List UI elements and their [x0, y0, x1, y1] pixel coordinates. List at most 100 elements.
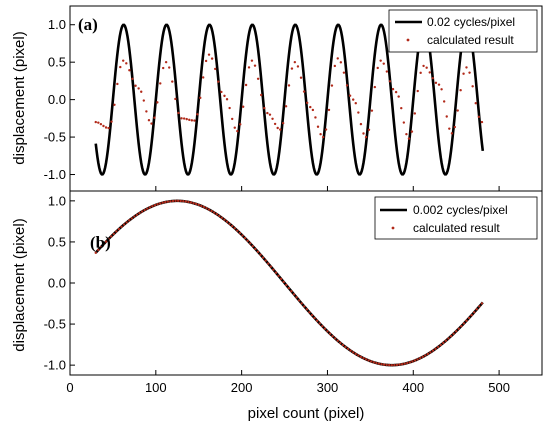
- series-dot-a: [150, 122, 153, 125]
- x-tick-label: 400: [402, 380, 424, 395]
- series-dot-b: [207, 208, 211, 211]
- series-dot-a: [281, 121, 285, 125]
- panel-b-legend: 0.002 cycles/pixel calculated result: [374, 196, 538, 240]
- series-dot-b: [336, 339, 339, 342]
- series-dot-a: [362, 132, 365, 135]
- series-dot-b: [115, 230, 118, 233]
- series-dot-a: [453, 125, 457, 129]
- panel-a-legend-label-1: calculated result: [427, 33, 514, 47]
- series-dot-a: [302, 90, 306, 93]
- series-dot-b: [398, 363, 401, 366]
- series-dot-b: [122, 223, 126, 226]
- series-dot-b: [447, 337, 450, 340]
- panel-b-legend-label-1: calculated result: [413, 221, 500, 235]
- series-dot-b: [416, 358, 419, 361]
- series-dot-b: [370, 360, 373, 363]
- series-dot-a: [99, 122, 103, 126]
- series-dot-a: [168, 66, 171, 69]
- series-dot-a: [223, 94, 226, 98]
- series-dot-b: [153, 204, 157, 207]
- series-dot-b: [305, 308, 309, 311]
- series-dot-b: [264, 259, 267, 262]
- series-dot-b: [192, 201, 195, 205]
- series-dot-a: [397, 95, 400, 98]
- series-dot-b: [341, 343, 345, 347]
- series-dot-b: [473, 311, 476, 314]
- series-dot-a: [385, 70, 389, 73]
- panel-b-y-ticks: -1.0 -0.5 0.0 0.5 1.0: [44, 193, 75, 373]
- panel-a-y-axis-title: displacement (pixel): [11, 31, 28, 164]
- series-dot-b: [426, 352, 430, 356]
- series-dot-a: [190, 119, 194, 122]
- series-dot-b: [200, 204, 203, 208]
- panel-a-label: (a): [78, 15, 98, 34]
- series-dot-b: [218, 214, 221, 218]
- y-tick-label: -0.5: [44, 317, 66, 332]
- y-tick-label: 1.0: [48, 17, 66, 32]
- series-dot-b: [295, 296, 298, 299]
- series-dot-a: [405, 132, 408, 136]
- series-dot-a: [293, 60, 297, 64]
- series-dot-a: [448, 127, 451, 130]
- series-dot-a: [324, 128, 328, 131]
- series-dot-a: [364, 135, 368, 139]
- series-dot-b: [411, 360, 414, 363]
- series-dot-a: [171, 80, 174, 83]
- series-dot-a: [462, 72, 465, 75]
- series-dot-b: [331, 334, 334, 338]
- series-dot-a: [263, 106, 266, 110]
- series-dot-b: [290, 290, 293, 293]
- series-dot-a: [382, 62, 385, 65]
- series-dot-b: [151, 205, 154, 208]
- series-dot-a: [339, 61, 343, 64]
- series-dot-b: [102, 243, 105, 246]
- series-dot-b: [171, 199, 175, 203]
- series-dot-b: [169, 200, 172, 203]
- series-dot-a: [348, 94, 352, 97]
- series-dot-a: [459, 88, 462, 92]
- series-dot-a: [416, 89, 419, 93]
- series-dot-a: [437, 83, 441, 86]
- series-dot-b: [202, 205, 206, 209]
- series-dot-a: [442, 100, 446, 103]
- series-dot-a: [306, 101, 309, 105]
- series-dot-b: [254, 247, 257, 251]
- series-dot-b: [377, 362, 381, 365]
- series-dot-a: [471, 85, 474, 88]
- series-dot-a: [391, 87, 395, 91]
- series-dot-a: [107, 126, 110, 130]
- series-dot-b: [184, 200, 188, 203]
- series-dot-a: [164, 60, 168, 64]
- series-dot-a: [333, 64, 337, 68]
- series-dot-b: [367, 359, 370, 362]
- series-dot-a: [137, 87, 140, 90]
- series-dot-a: [345, 84, 349, 87]
- series-dot-b: [452, 332, 455, 335]
- series-dot-b: [462, 322, 466, 325]
- series-dot-b: [352, 351, 355, 354]
- series-dot-b: [256, 250, 260, 253]
- panel-a-legend-box: [388, 9, 538, 53]
- series-dot-b: [457, 327, 460, 330]
- series-dot-a: [376, 66, 379, 70]
- series-dot-b: [442, 341, 445, 345]
- series-dot-a: [445, 115, 448, 118]
- series-dot-b: [357, 354, 360, 357]
- series-dot-a: [370, 109, 374, 112]
- series-dot-b: [189, 201, 193, 204]
- series-dot-b: [418, 356, 422, 360]
- series-dot-b: [279, 277, 283, 281]
- y-tick-label: 0.0: [48, 92, 66, 107]
- series-dot-b: [210, 209, 213, 213]
- series-dot-a: [468, 71, 471, 74]
- series-dot-b: [148, 206, 152, 209]
- series-dot-b: [133, 215, 136, 218]
- series-dot-a: [316, 125, 320, 128]
- series-dot-b: [97, 248, 100, 252]
- series-dot-b: [251, 244, 254, 248]
- series-dot-a: [314, 116, 317, 119]
- series-dot-b: [267, 262, 270, 265]
- series-dot-a: [410, 130, 414, 133]
- series-dot-a: [207, 53, 211, 56]
- series-dot-b: [359, 355, 363, 359]
